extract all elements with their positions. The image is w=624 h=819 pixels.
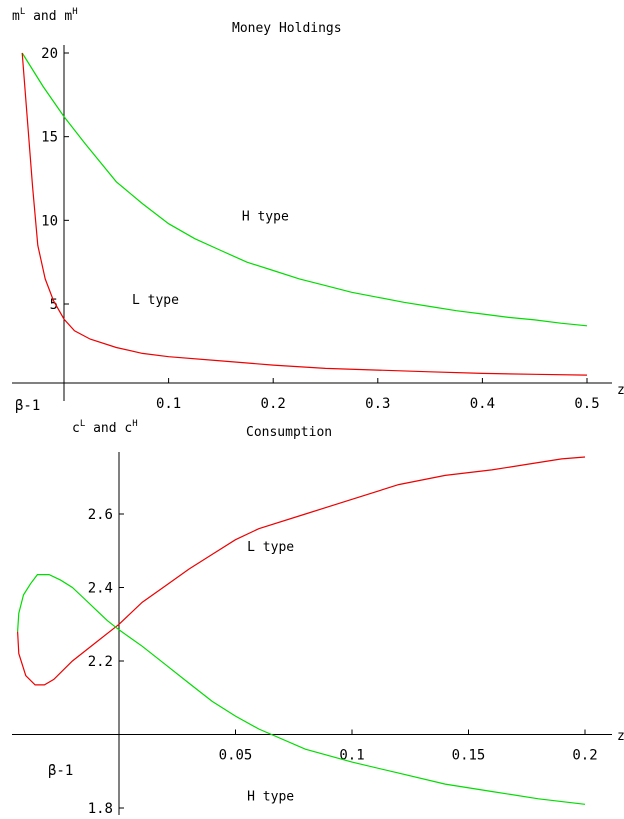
chart1-x-tick-label: 0.5 xyxy=(574,396,599,412)
money-holdings-chart: mL and mH Money Holdings β-1 z 0.1 0.2 0.3… xyxy=(12,7,624,414)
chart2-annotation-1: L type xyxy=(247,540,294,555)
chart2-y-tick-label: 2.2 xyxy=(88,654,113,670)
chart1-series-line-2 xyxy=(21,52,588,376)
chart1-xlabel: z xyxy=(617,383,624,398)
chart1-x-tick-label: 0.2 xyxy=(261,396,286,412)
chart1-x-tick-label: 0.4 xyxy=(470,396,495,412)
chart1-x-tick-label: 0.1 xyxy=(156,396,181,412)
chart2-x-tick-label: 0.05 xyxy=(219,748,253,764)
chart2-y-tick-label: 1.8 xyxy=(88,801,113,817)
chart2-x-tick-label: 0.1 xyxy=(339,748,364,764)
chart2-x-tick-label: 0.15 xyxy=(452,748,486,764)
chart1-annotation-1: H type xyxy=(242,209,289,224)
chart1-ylabel: mL and mH xyxy=(12,7,78,24)
chart1-y-tick-label: 20 xyxy=(41,46,58,62)
consumption-chart: cL and cH Consumption β-1 z 0.05 0.1 0.15 0… xyxy=(12,419,624,817)
chart2-title: Consumption xyxy=(246,425,332,440)
chart2-x-tick-label: 0.2 xyxy=(572,748,597,764)
chart2-y-tick-label: 2.6 xyxy=(88,507,113,523)
chart2-ylabel: cL and cH xyxy=(72,419,138,436)
chart1-y-tick-label: 15 xyxy=(41,130,58,146)
chart1-beta-label: β-1 xyxy=(15,398,40,414)
chart1-series-line-1 xyxy=(21,52,588,327)
chart2-series-line-1 xyxy=(17,456,586,686)
chart2-y-tick-label: 2.4 xyxy=(88,581,113,597)
chart2-xlabel: z xyxy=(617,729,624,744)
chart1-title: Money Holdings xyxy=(232,21,342,36)
chart1-y-tick-label: 5 xyxy=(50,297,58,313)
chart1-annotation-2: L type xyxy=(132,293,179,308)
chart1-y-tick-label: 10 xyxy=(41,213,58,229)
chart1-x-tick-label: 0.3 xyxy=(365,396,390,412)
chart2-beta-label: β-1 xyxy=(48,763,73,779)
chart2-annotation-2: H type xyxy=(247,790,294,805)
chart2-series-line-2 xyxy=(17,574,586,805)
